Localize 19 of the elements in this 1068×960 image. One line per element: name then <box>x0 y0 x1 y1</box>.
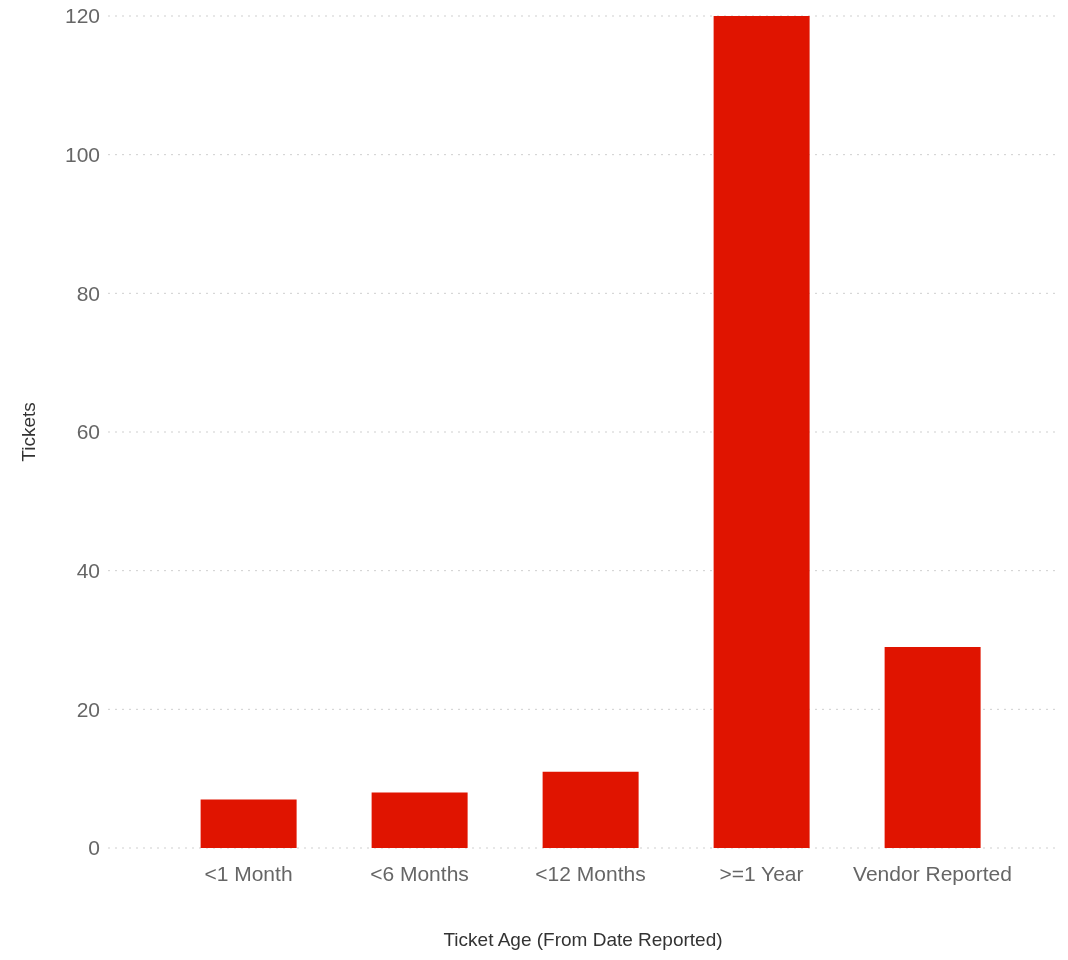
bar <box>200 799 297 848</box>
x-tick-label: >=1 Year <box>719 861 804 885</box>
y-tick-label: 40 <box>76 559 100 583</box>
y-tick-label: 120 <box>64 4 100 28</box>
bar <box>884 646 981 848</box>
x-tick-label: <12 Months <box>535 861 646 885</box>
x-tick-label: <1 Month <box>204 861 293 885</box>
y-tick-label: 100 <box>64 143 100 167</box>
x-tick-label: <6 Months <box>370 861 469 885</box>
x-axis-title: Ticket Age (From Date Reported) <box>443 929 723 950</box>
bar <box>371 792 468 848</box>
bar <box>542 771 639 848</box>
y-tick-label: 60 <box>76 420 100 444</box>
bar <box>713 16 810 848</box>
x-tick-label: Vendor Reported <box>853 861 1012 885</box>
y-tick-label: 80 <box>76 281 100 305</box>
y-tick-label: 0 <box>88 836 100 860</box>
y-axis-title: Tickets <box>17 402 39 462</box>
y-tick-label: 20 <box>76 697 100 721</box>
